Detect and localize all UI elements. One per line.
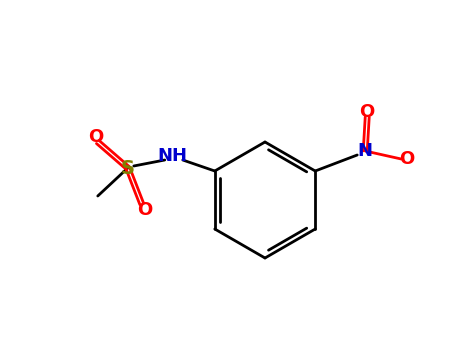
Text: O: O	[399, 150, 415, 168]
Text: O: O	[88, 128, 103, 146]
Text: NH: NH	[158, 147, 188, 165]
Text: S: S	[121, 159, 135, 177]
Text: O: O	[137, 201, 152, 219]
Text: O: O	[359, 103, 375, 121]
Text: N: N	[358, 142, 373, 160]
